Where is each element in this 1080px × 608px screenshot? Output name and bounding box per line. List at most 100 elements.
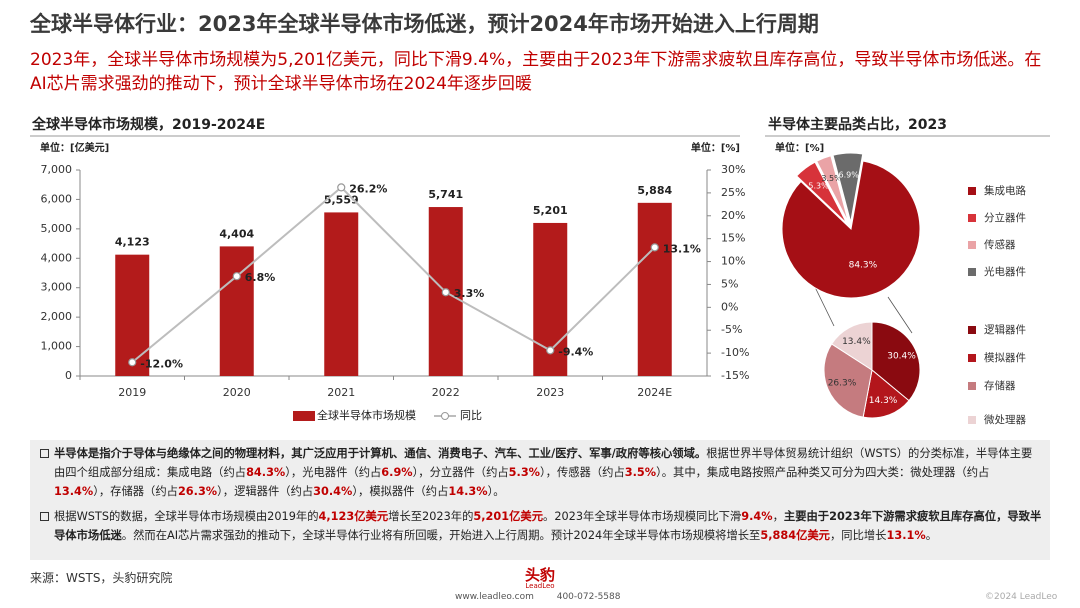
line-label: 3.3% [454, 287, 485, 300]
phone: 400-072-5588 [556, 592, 621, 602]
legend-swatch [968, 268, 976, 276]
legend-swatch [968, 354, 976, 362]
y2-tick-label: -10% [721, 346, 749, 359]
x-tick-label: 2019 [118, 386, 146, 399]
note-text: 增长至2023年的 [388, 510, 474, 523]
y-tick-label: 5,000 [41, 222, 73, 235]
y-tick-label: 2,000 [41, 310, 73, 323]
x-tick-label: 2020 [223, 386, 251, 399]
y2-tick-label: -15% [721, 369, 749, 382]
y2-tick-label: -5% [721, 323, 742, 336]
note-text: 主要由于2023年下游需求疲软且库存高位，导致半导体市场低迷 [54, 510, 1042, 542]
pie-slice [871, 321, 921, 402]
note-text: 14.3% [448, 485, 488, 498]
y-tick-label: 7,000 [41, 163, 73, 176]
legend-label: 存储器 [984, 379, 1016, 392]
bar-label: 4,404 [219, 227, 254, 240]
note-text: 5,201亿美元 [473, 510, 544, 523]
y2-tick-label: 5% [721, 277, 738, 290]
line-point [232, 272, 241, 281]
y-tick-label: 0 [65, 369, 72, 382]
pie-label: 6.9% [839, 171, 860, 180]
line-label: -9.4% [558, 345, 593, 358]
note-text: ），传感器（约占 [540, 466, 625, 479]
pie-label: 3.5% [821, 174, 842, 183]
pie-slice [862, 369, 910, 419]
note-text: 3.5% [624, 466, 657, 479]
bar-label: 5,741 [428, 188, 463, 201]
line-point [128, 358, 137, 367]
y2-tick-label: 10% [721, 255, 745, 268]
y-tick-label: 4,000 [41, 251, 73, 264]
note-text: 13.4% [54, 485, 94, 498]
note-text: 根据世界半导体贸易统计组织（WSTS）的分类标准，半导体主要由四个组成部分组成：… [54, 447, 1033, 479]
note-text: 。 [925, 529, 937, 542]
legend-label: 传感器 [984, 238, 1016, 251]
source: 来源：WSTS，头豹研究院 [30, 571, 173, 585]
x-tick-label: 2024E [637, 386, 672, 399]
legend-swatch [968, 416, 976, 424]
x-tick-label: 2022 [432, 386, 460, 399]
note-text: 4,123亿美元 [318, 510, 389, 523]
note-text: 根据WSTS的数据，全球半导体市场规模由2019年的 [54, 510, 319, 523]
note-text: ， [772, 510, 784, 523]
bar-label: 4,123 [115, 236, 150, 249]
y2-tick-label: 25% [721, 186, 745, 199]
pie-label: 26.3% [828, 378, 857, 388]
legend-swatch [968, 214, 976, 222]
pie-label: 84.3% [849, 261, 878, 271]
legend-swatch [968, 241, 976, 249]
legend-label: 逻辑器件 [984, 323, 1026, 336]
note-text: 26.3% [177, 485, 218, 498]
bar-label: 5,884 [637, 184, 672, 197]
note-text: ），光电器件（约占 [285, 466, 382, 479]
note-text: 13.1% [886, 529, 926, 542]
chart-title: 半导体主要品类占比，2023 [768, 116, 947, 133]
title: 全球半导体行业：2023年全球半导体市场低迷，预计2024年市场开始进入上行周期 [30, 12, 819, 36]
y-tick-label: 1,000 [41, 340, 73, 353]
pie-slice [830, 321, 873, 371]
y2-tick-label: 30% [721, 163, 745, 176]
bar [637, 202, 672, 376]
copyright: ©2024 LeadLeo [985, 592, 1058, 602]
pie-slice [781, 160, 921, 299]
pie-label: 5.3% [808, 181, 829, 190]
y2-tick-label: 0% [721, 300, 738, 313]
bullet: 半导体是指介于导体与绝缘体之间的物理材料，其广泛应用于计算机、通信、消费电子、汽… [38, 444, 1042, 501]
logo: 头豹 LeadLeo [495, 564, 585, 590]
note-text: 半导体是指介于导体与绝缘体之间的物理材料，其广泛应用于计算机、通信、消费电子、汽… [54, 447, 707, 460]
legend-label: 光电器件 [984, 265, 1026, 278]
y-axis-unit: 单位：[亿美元] [40, 141, 109, 154]
bar [115, 254, 150, 376]
line-label: 26.2% [349, 182, 387, 195]
pie-label: 13.4% [842, 337, 871, 347]
note-text: ），分立器件（约占 [412, 466, 509, 479]
legend-label: 同比 [460, 409, 482, 422]
website: www.leadleo.com [455, 592, 534, 602]
x-tick-label: 2023 [536, 386, 564, 399]
line-point [546, 346, 555, 355]
note-text: 5.3% [508, 466, 541, 479]
note-text: 84.3% [246, 466, 286, 479]
pie-slice [816, 155, 849, 223]
legend-swatch [293, 411, 315, 421]
note-text: ）。 [487, 485, 505, 498]
bar [324, 212, 359, 376]
connector [887, 296, 913, 334]
legend-swatch [968, 187, 976, 195]
note-text: 30.4% [313, 485, 353, 498]
y2-tick-label: 20% [721, 209, 745, 222]
line-label: -12.0% [140, 357, 183, 370]
y2-axis-unit: 单位：[%] [691, 141, 740, 154]
note-text: 5,884亿美元 [760, 529, 830, 542]
note-text: ）。其中，集成电路按照产品种类又可分为四大类：微处理器（约占 [656, 466, 990, 479]
chart-title: 全球半导体市场规模，2019-2024E [31, 116, 265, 133]
connector [813, 284, 835, 327]
x-tick-label: 2021 [327, 386, 355, 399]
legend-label: 模拟器件 [984, 351, 1026, 364]
y-tick-label: 6,000 [41, 192, 73, 205]
legend-swatch [968, 326, 976, 334]
notes-box: 半导体是指介于导体与绝缘体之间的物理材料，其广泛应用于计算机、通信、消费电子、汽… [30, 440, 1050, 560]
line-label: 6.8% [245, 271, 276, 284]
